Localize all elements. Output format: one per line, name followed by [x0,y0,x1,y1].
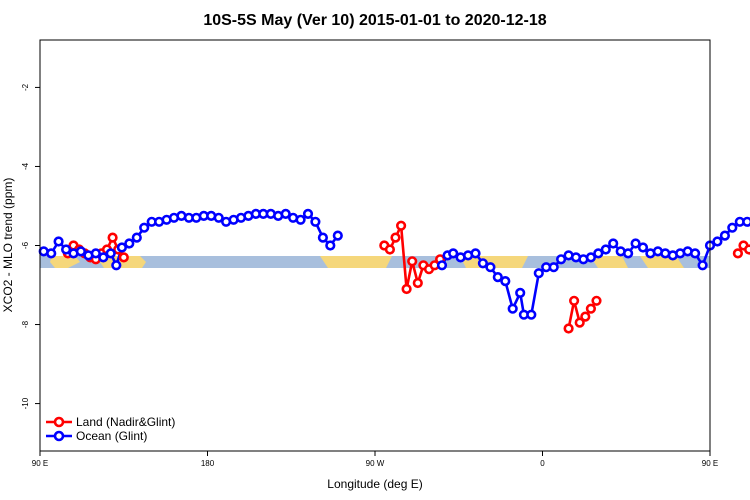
map-land-patch [590,256,628,268]
ocean-data-point [712,236,723,247]
ocean-data-point [332,230,343,241]
y-tick-label: -2 [21,83,30,91]
ocean-data-point [111,260,122,271]
ocean-data-point [213,212,224,223]
legend: Land (Nadir&Glint) Ocean (Glint) [46,415,175,443]
ocean-data-point [317,232,329,243]
land-data-point [118,252,129,263]
ocean-data-point [507,303,518,314]
ocean-data-point [630,238,641,249]
land-data-point [732,248,744,259]
x-tick-label: 90 E [702,459,718,468]
ocean-data-point [325,240,336,251]
land-data-point [744,244,750,255]
legend-ocean-marker [53,430,65,442]
x-tick-label: 180 [201,459,215,468]
ocean-data-point [697,260,708,271]
series-markers [38,208,750,334]
ocean-data-point [75,246,86,257]
ocean-data-point [295,214,306,225]
ocean-data-point [470,248,481,259]
ocean-data-point [310,216,321,227]
ocean-data-point [600,244,611,255]
series-group [38,208,750,334]
land-data-point [401,283,412,295]
land-data-point [412,277,423,289]
legend-land-marker [53,416,65,428]
ocean-data-point [555,254,567,265]
chart-title: 10S-5S May (Ver 10) 2015-01-01 to 2020-1… [203,12,546,29]
map-land-patch [320,256,392,268]
legend-land-label: Land (Nadir&Glint) [76,415,175,429]
ocean-data-point [689,248,701,259]
y-tick-label: -4 [21,162,30,170]
ocean-data-point [727,222,738,233]
tick-group: 90 E 180 90 W 0 90 E -10 -8 -6 -4 -2 [21,83,718,468]
x-tick-label: 90 W [366,459,385,468]
x-axis-label: Longitude (deg E) [327,477,422,491]
ocean-data-point [492,272,503,283]
ocean-data-point [124,238,135,249]
map-land-patch [460,256,528,268]
x-tick-label: 0 [540,459,545,468]
ocean-data-point [105,248,116,259]
land-data-point [390,232,401,243]
ocean-data-point [280,208,291,219]
ocean-data-point [585,252,597,263]
ocean-data-point [500,276,511,287]
ocean-data-point [608,238,619,249]
land-data-point [396,220,407,231]
plot-frame [39,39,711,452]
map-strip [40,256,710,268]
land-data-point [407,256,418,267]
ocean-data-point [60,244,72,255]
map-land-patch [50,256,80,268]
ocean-data-point [515,287,526,299]
ocean-data-point [131,232,142,243]
ocean-data-point [637,242,649,253]
ocean-data-point [436,260,448,271]
ocean-data-point [90,248,101,259]
ocean-data-point [742,216,750,227]
land-data-point [574,317,585,328]
ocean-data-point [548,262,559,273]
ocean-data-point [719,230,731,241]
ocean-data-point [53,236,64,247]
land-data-point [107,232,118,243]
ocean-data-point [485,262,496,273]
ocean-data-point [46,248,57,259]
ocean-data-point [98,252,109,263]
ocean-data-point [139,222,150,233]
legend-ocean-label: Ocean (Glint) [76,429,147,443]
ocean-data-point [116,242,127,253]
y-axis-label: XCO2 - MLO trend (ppm) [1,178,15,313]
ocean-data-point [448,248,459,259]
land-data-point [384,244,396,255]
y-tick-label: -8 [21,320,30,328]
y-tick-label: -6 [21,241,30,249]
land-data-point [568,295,580,306]
series-lines [43,212,750,329]
land-data-point [585,303,597,314]
ocean-data-point [533,268,544,279]
y-tick-label: -10 [21,397,30,409]
ocean-data-point [622,248,634,259]
ocean-data-point [477,258,489,269]
ocean-data-point [593,248,604,259]
land-data-point [563,323,574,334]
x-tick-label: 90 E [32,459,48,468]
land-data-point [580,311,591,322]
ocean-data-point [302,208,314,219]
ocean-data-point [526,309,537,320]
land-data-point [591,295,602,306]
